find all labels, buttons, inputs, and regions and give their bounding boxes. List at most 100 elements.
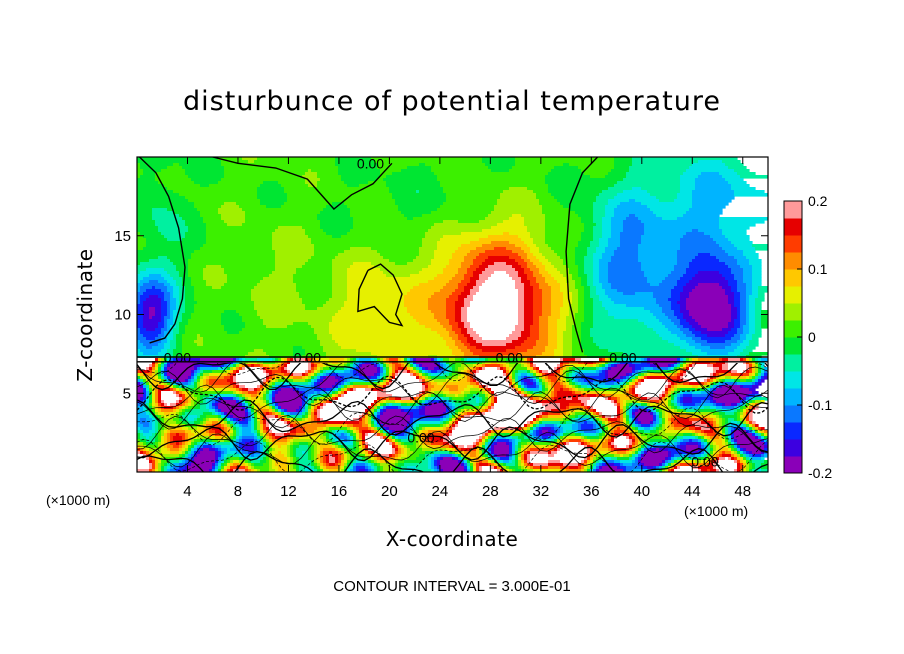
heatmap-cell [527,433,531,437]
heatmap-cell [515,364,522,368]
heatmap-cell [719,412,726,416]
heatmap-cell [635,379,639,383]
heatmap-cell [680,364,684,368]
heatmap-cell [641,235,684,239]
heatmap-cell [377,250,420,254]
heatmap-cell [422,238,441,242]
heatmap-cell [221,400,237,404]
heatmap-cell [752,391,759,395]
heatmap-cell [578,388,585,392]
heatmap-cell [434,256,453,260]
heatmap-cell [182,316,192,320]
heatmap-cell [293,322,309,326]
heatmap-cell [242,208,324,212]
heatmap-cell [170,343,177,347]
heatmap-cell [563,382,567,386]
heatmap-cell [542,307,552,311]
heatmap-cell [746,364,750,368]
heatmap-cell [137,217,153,221]
heatmap-cell [245,217,318,221]
heatmap-cell [716,406,723,410]
heatmap-cell [179,301,186,305]
heatmap-cell [674,286,684,290]
heatmap-cell [446,427,450,431]
heatmap-cell [611,226,624,230]
heatmap-cell [719,430,723,434]
heatmap-cell [539,430,543,434]
heatmap-cell [593,235,603,239]
heatmap-cell [269,394,273,398]
heatmap-cell [161,376,165,380]
heatmap-cell [515,370,519,374]
heatmap-cell [527,373,531,377]
heatmap-cell [719,358,723,362]
heatmap-cell [209,184,261,188]
heatmap-cell [443,220,459,224]
heatmap-cell [284,373,291,377]
heatmap-cell [206,424,213,428]
heatmap-cell [185,433,189,437]
heatmap-cell [155,430,159,434]
heatmap-cell [587,283,594,287]
heatmap-cell [548,412,561,416]
heatmap-cell [623,229,645,233]
heatmap-cell [329,436,333,440]
heatmap-cell [608,277,648,281]
heatmap-cell [419,283,447,287]
heatmap-cell [623,382,627,386]
heatmap-cell [569,361,579,365]
heatmap-cell [644,430,651,434]
heatmap-cell [482,361,486,365]
heatmap-cell [680,187,696,191]
heatmap-cell [518,235,531,239]
heatmap-cell [437,208,495,212]
heatmap-cell [596,364,600,368]
heatmap-cell [527,349,546,353]
heatmap-cell [278,391,300,395]
heatmap-cell [293,379,306,383]
heatmap-cell [611,358,615,362]
heatmap-cell [410,313,435,317]
heatmap-cell [251,400,264,404]
heatmap-cell [683,316,693,320]
heatmap-cell [137,421,141,425]
heatmap-cell [389,187,444,191]
heatmap-cell [752,376,756,380]
heatmap-cell [695,328,708,332]
heatmap-cell [473,274,480,278]
heatmap-cell [473,337,483,341]
heatmap-cell [578,421,585,425]
heatmap-cell [158,322,165,326]
heatmap-cell [572,325,582,329]
heatmap-cell [554,394,558,398]
heatmap-cell [740,379,747,383]
heatmap-cell [581,343,597,347]
heatmap-cell [605,292,624,296]
heatmap-cell [266,397,270,401]
heatmap-cell [479,367,483,371]
heatmap-cell [533,379,537,383]
heatmap-cell [140,373,144,377]
heatmap-cell [152,214,180,218]
heatmap-cell [551,388,555,392]
heatmap-cell [458,424,525,428]
heatmap-cell [737,370,744,374]
heatmap-cell [338,391,342,395]
heatmap-cell [344,394,378,398]
heatmap-cell [461,244,483,248]
heatmap-cell [374,421,378,425]
heatmap-cell [365,421,369,425]
heatmap-cell [137,424,144,428]
heatmap-cell [467,310,519,314]
heatmap-cell [569,307,579,311]
heatmap-cell [185,172,225,176]
heatmap-cell [296,418,303,422]
heatmap-cell [527,421,531,425]
heatmap-cell [419,433,423,437]
heatmap-cell [749,307,756,311]
heatmap-cell [440,361,444,365]
heatmap-cell [446,409,450,413]
heatmap-cell [665,403,669,407]
heatmap-cell [632,412,636,416]
heatmap-cell [458,298,465,302]
